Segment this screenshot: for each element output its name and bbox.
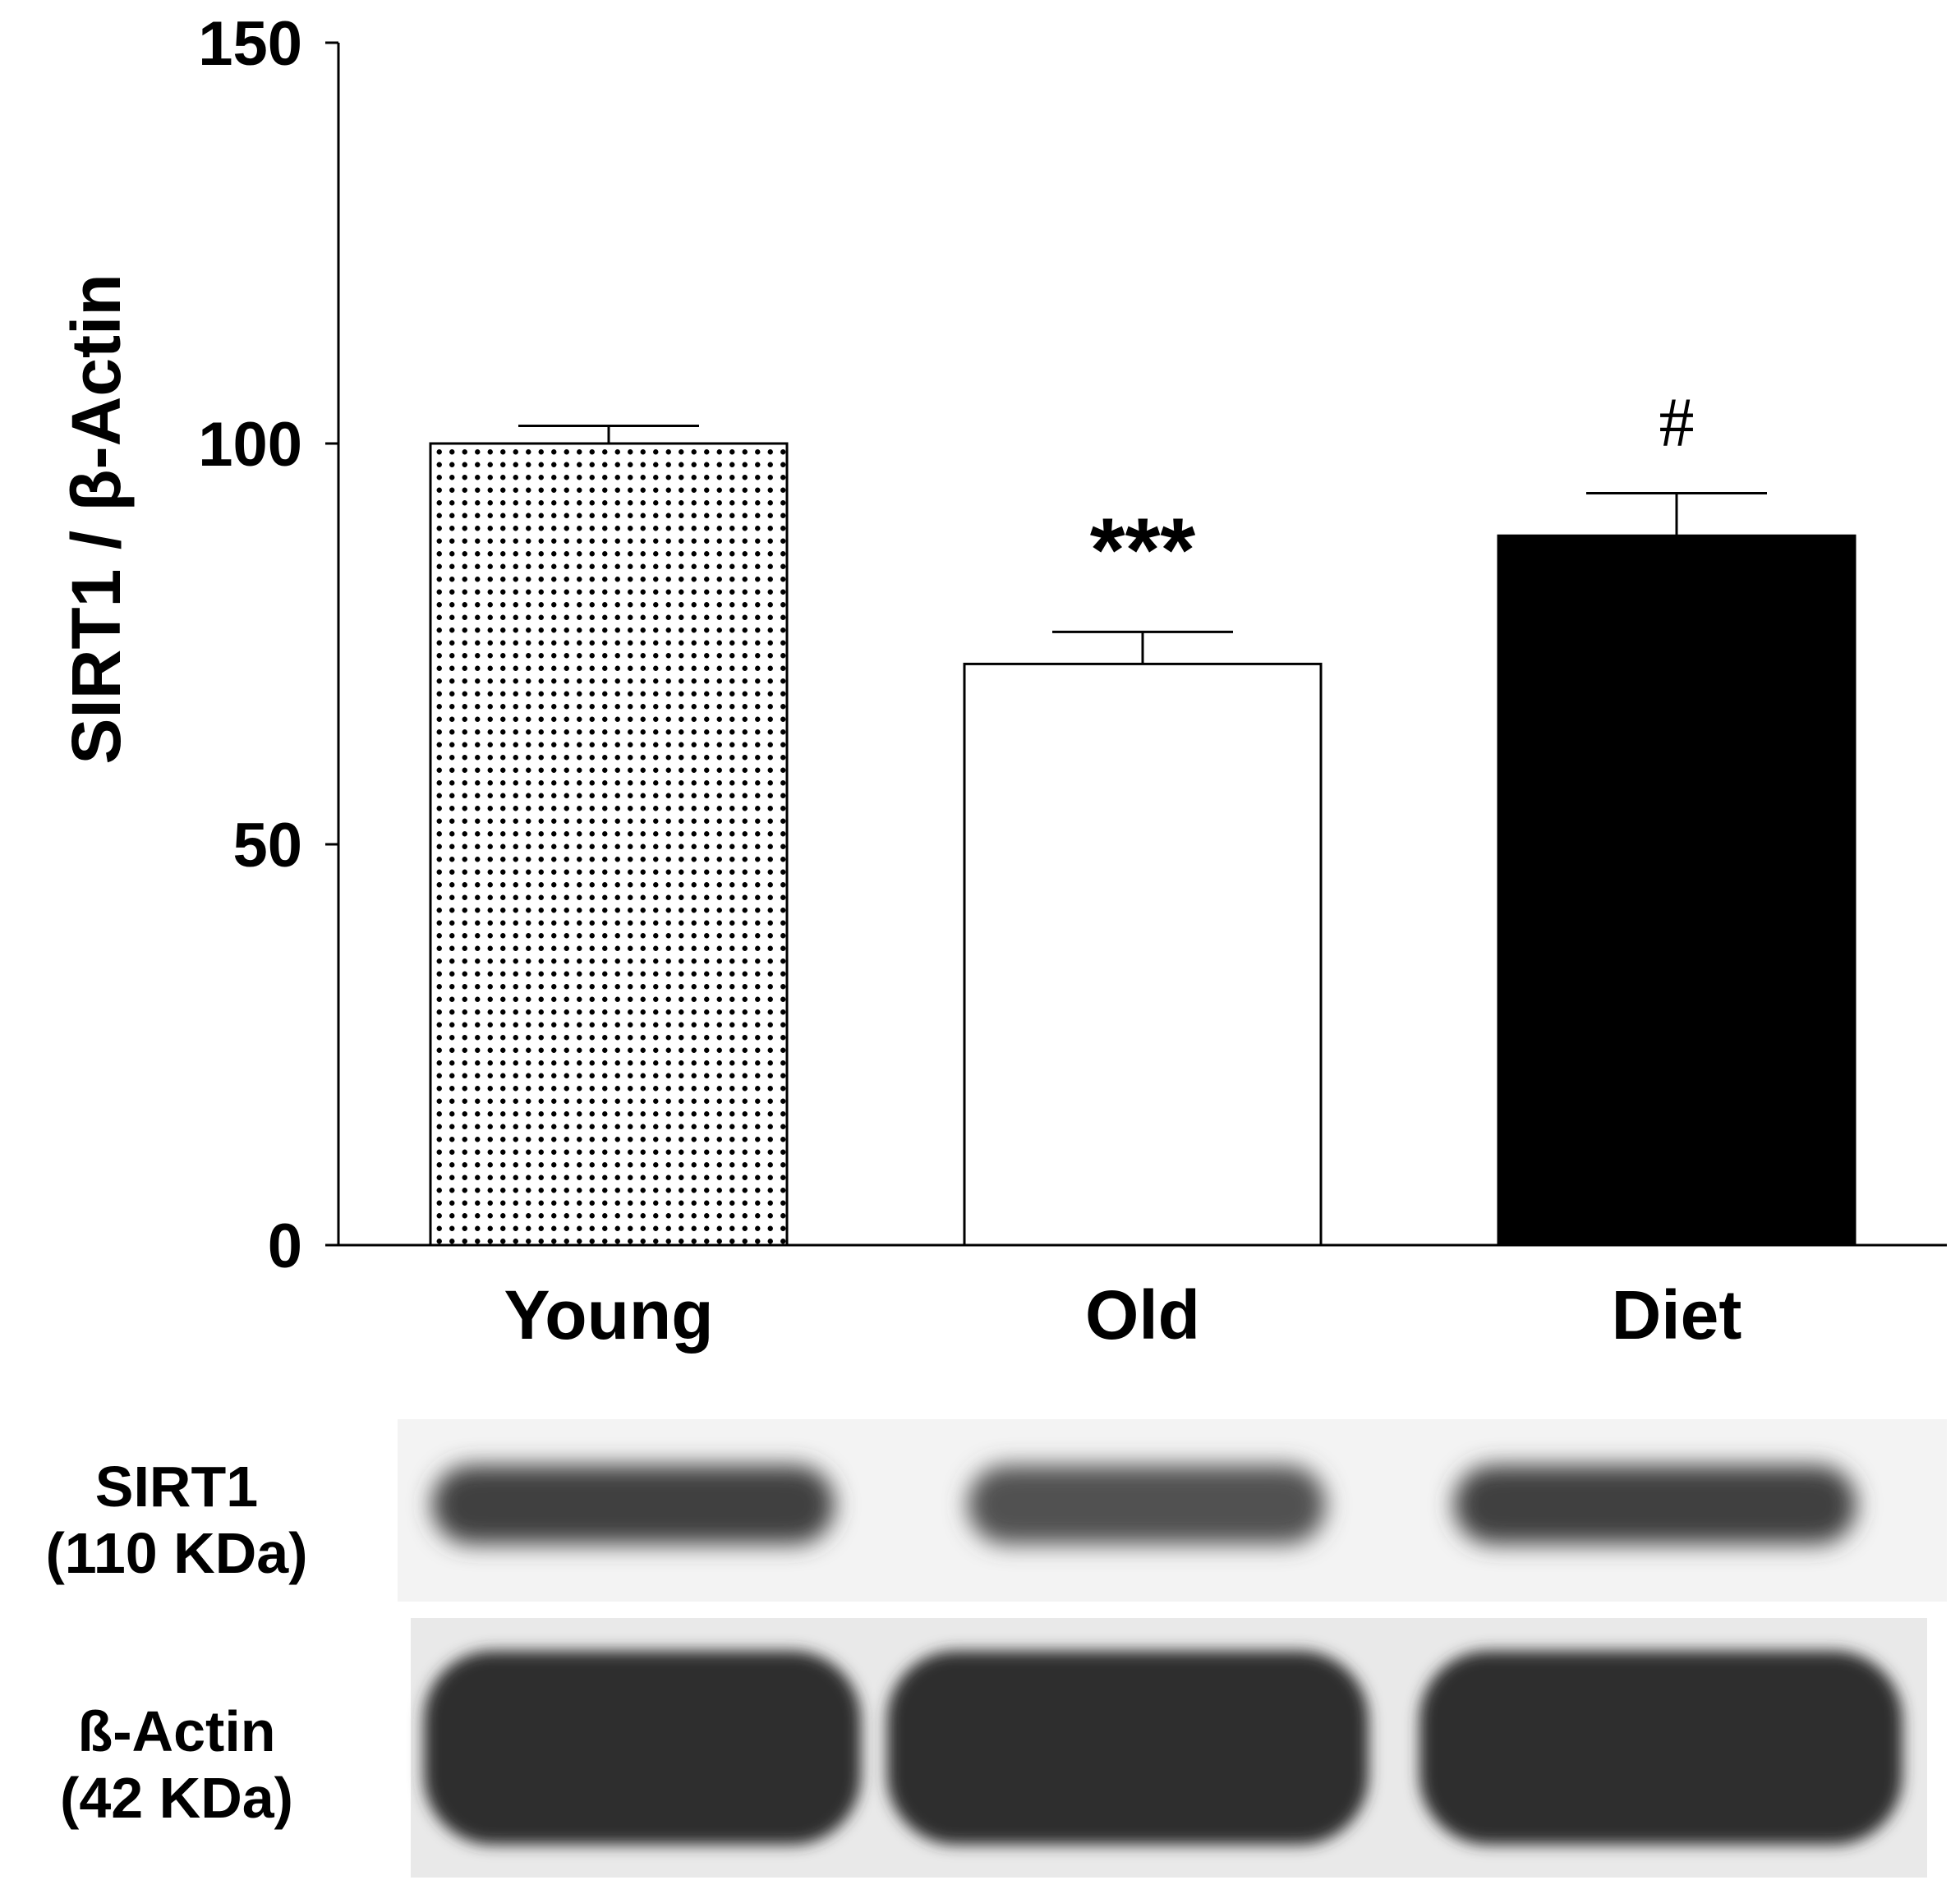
blot-band-actin bbox=[887, 1651, 1369, 1845]
bar bbox=[963, 662, 1323, 1247]
blot-band-sirt1 bbox=[1454, 1465, 1856, 1544]
y-tick-label: 50 bbox=[232, 811, 302, 880]
y-axis-label: SIRT1 / β-Actin bbox=[58, 273, 135, 764]
bar bbox=[429, 442, 789, 1247]
bars bbox=[429, 425, 1856, 1247]
blot-band-sirt1 bbox=[432, 1465, 835, 1544]
y-tick-label: 150 bbox=[198, 9, 302, 79]
blot-band-sirt1 bbox=[968, 1465, 1326, 1544]
blot-label-actin-size: (42 KDa) bbox=[60, 1765, 293, 1830]
blot-label-actin-name: ß-Actin bbox=[77, 1699, 276, 1763]
western-blot bbox=[398, 1419, 1947, 1878]
blot-band-actin bbox=[424, 1651, 861, 1845]
significance-label: *** bbox=[1090, 499, 1196, 600]
x-tick-label: Young bbox=[504, 1276, 713, 1354]
labels: 0 50 100 150 SIRT1 / β-Actin Young *** Old # Diet bbox=[58, 9, 1741, 1354]
blot-label-sirt1-name: SIRT1 bbox=[94, 1455, 259, 1519]
blot-label-sirt1: SIRT1 (110 KDa) bbox=[0, 1454, 353, 1586]
y-tick-label: 100 bbox=[198, 410, 302, 480]
x-tick-label: Old bbox=[1085, 1276, 1200, 1354]
blot-label-sirt1-size: (110 KDa) bbox=[45, 1520, 308, 1585]
blot-label-actin: ß-Actin (42 KDa) bbox=[0, 1698, 353, 1831]
significance-label: # bbox=[1659, 383, 1695, 462]
x-tick-label: Diet bbox=[1612, 1276, 1742, 1354]
blot-band-actin bbox=[1419, 1651, 1902, 1845]
bar bbox=[1497, 534, 1856, 1247]
y-tick-label: 0 bbox=[268, 1211, 302, 1281]
